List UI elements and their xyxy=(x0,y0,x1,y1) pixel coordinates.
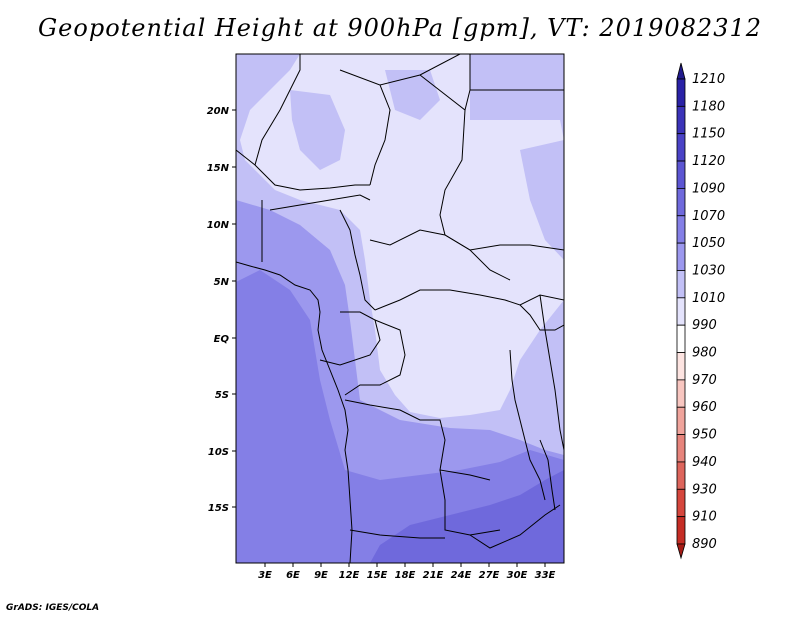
colorbar-segment xyxy=(676,324,686,353)
colorbar-segment xyxy=(676,188,686,217)
border-algeria-niger xyxy=(339,69,391,186)
colorbar-label: 1070 xyxy=(692,209,725,224)
colorbar-label: 980 xyxy=(692,346,717,361)
colorbar-segment xyxy=(676,516,686,545)
lon-ticks xyxy=(264,563,546,567)
colorbar-label: 960 xyxy=(692,400,717,415)
border-nigeria-cameroon xyxy=(339,209,376,311)
border-angola-zambia xyxy=(439,469,501,536)
height-field xyxy=(236,54,564,563)
colorbar-segment xyxy=(676,352,686,381)
border-sahara-west xyxy=(254,54,301,166)
colorbar-segment xyxy=(676,379,686,408)
border-east-2 xyxy=(539,294,564,451)
border-drc-angola xyxy=(344,399,491,481)
colorbar-segment xyxy=(676,297,686,326)
lat-labels: 20N 15N 10N 5N EQ 5S 10S 15S xyxy=(207,106,230,514)
lon-label-24e: 24E xyxy=(451,570,472,581)
grads-credit: GrADS: IGES/COLA xyxy=(6,603,100,613)
colorbar-segment xyxy=(676,242,686,271)
field-1030-patch-nile xyxy=(520,140,564,260)
lat-label-eq: EQ xyxy=(214,334,230,345)
colorbar-label: 890 xyxy=(692,537,717,552)
colorbar-label: 1210 xyxy=(692,72,725,87)
colorbar-label: 1180 xyxy=(692,99,725,114)
lon-label-30e: 30E xyxy=(507,570,528,581)
colorbar-label: 910 xyxy=(692,510,717,525)
border-uganda xyxy=(519,304,564,331)
colorbar-top-arrow xyxy=(676,62,686,80)
chart-title: Geopotential Height at 900hPa [gpm], VT:… xyxy=(38,14,762,42)
lon-label-27e: 27E xyxy=(479,570,500,581)
lon-label-6e: 6E xyxy=(286,570,300,581)
field-1090-region xyxy=(370,470,564,563)
lon-label-15e: 15E xyxy=(367,570,388,581)
colorbar-segment xyxy=(676,105,686,135)
colorbar-label: 970 xyxy=(692,373,717,388)
lat-label-20n: 20N xyxy=(207,106,230,117)
colorbar-segment xyxy=(676,133,686,162)
colorbar-label: 1120 xyxy=(692,154,725,169)
border-mali-niger xyxy=(236,149,370,191)
field-1070-region xyxy=(236,270,564,563)
lat-label-15s: 15S xyxy=(208,503,229,514)
colorbar-label: 990 xyxy=(692,318,717,333)
lat-label-5n: 5N xyxy=(214,277,230,288)
border-malawi xyxy=(539,439,556,511)
colorbar-label: 930 xyxy=(692,482,717,497)
lon-label-21e: 21E xyxy=(423,570,444,581)
field-1030-patch-ne xyxy=(385,70,440,120)
colorbar-label: 1150 xyxy=(692,127,725,142)
colorbar-segment xyxy=(676,488,686,518)
field-1030-patch-north xyxy=(290,90,345,170)
borders-coastlines xyxy=(236,54,564,563)
colorbar-label: 1030 xyxy=(692,263,725,278)
border-zambia-zimbabwe xyxy=(469,504,561,549)
border-chad-sudan xyxy=(439,109,466,236)
colorbar-segment xyxy=(676,461,686,490)
border-gabon-congo xyxy=(319,311,381,366)
lon-label-33e: 33E xyxy=(535,570,556,581)
border-nigeria-niger xyxy=(269,194,371,211)
lat-label-15n: 15N xyxy=(207,163,230,174)
colorbar-label: 1050 xyxy=(692,236,725,251)
lon-label-12e: 12E xyxy=(339,570,360,581)
colorbar-label: 1010 xyxy=(692,291,725,306)
lon-labels: 3E 6E 9E 12E 15E 18E 21E 24E 27E 30E 33E xyxy=(258,570,555,581)
border-angola-namibia xyxy=(349,529,445,539)
lat-label-10n: 10N xyxy=(207,220,230,231)
lat-label-10s: 10S xyxy=(208,447,229,458)
border-congo-drc xyxy=(344,319,406,396)
border-east-lakes xyxy=(509,349,546,501)
colorbar-bottom-arrow xyxy=(676,543,686,560)
colorbar-label: 950 xyxy=(692,428,717,443)
colorbar-segment xyxy=(676,215,686,244)
colorbar-segment xyxy=(676,78,686,107)
border-sudan-southsudan xyxy=(444,234,564,251)
lon-label-9e: 9E xyxy=(314,570,328,581)
colorbar-segment xyxy=(676,434,686,463)
colorbar-label: 940 xyxy=(692,455,717,470)
lon-label-3e: 3E xyxy=(258,570,272,581)
colorbar-segment xyxy=(676,270,686,299)
lon-label-18e: 18E xyxy=(395,570,416,581)
lat-label-5s: 5S xyxy=(215,390,229,401)
border-libya-chad xyxy=(419,54,471,111)
colorbar-segment xyxy=(676,406,686,435)
colorbar-label: 1090 xyxy=(692,181,725,196)
colorbar: 1210 1180 1150 1120 1090 1070 1050 1030 1010 990 9… xyxy=(676,62,725,560)
colorbar-segment xyxy=(676,160,686,189)
border-car-drc xyxy=(374,289,564,311)
map-frame xyxy=(235,53,565,564)
coastline-west xyxy=(236,261,353,563)
lat-ticks xyxy=(232,109,236,508)
